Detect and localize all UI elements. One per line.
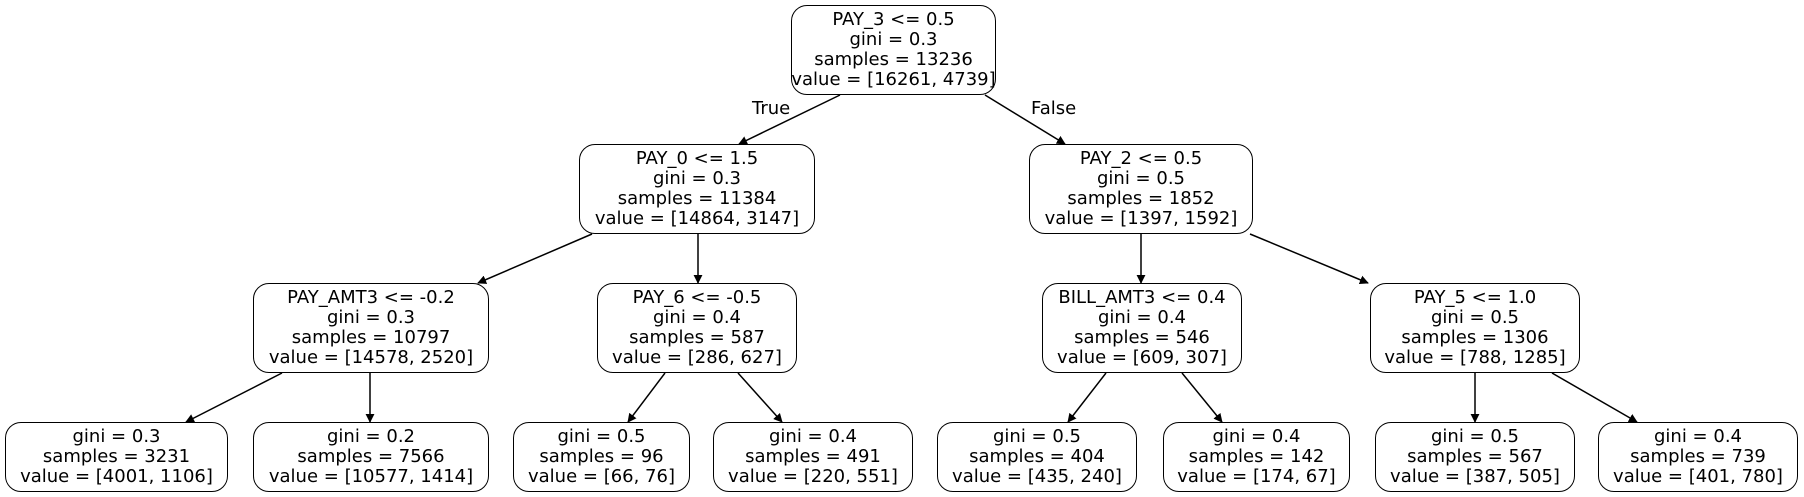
tree-node-n12: gini = 0.4 samples = 142 value = [174, 67]: [1163, 422, 1350, 492]
node-text-line: value = [10577, 1414]: [268, 466, 474, 487]
tree-node-n4: PAY_6 <= -0.5 gini = 0.4 samples = 587 valu…: [597, 283, 797, 373]
node-text-line: samples = 1306: [1401, 327, 1549, 348]
edge-n6-n14: [1551, 372, 1638, 423]
node-text-line: value = [435, 240]: [952, 466, 1122, 487]
tree-node-n7: gini = 0.3 samples = 3231 value = [4001, 1…: [5, 422, 228, 492]
node-text-line: gini = 0.3: [653, 168, 741, 189]
node-text-line: value = [16261, 4739]: [791, 69, 996, 90]
node-text-line: gini = 0.3: [849, 29, 938, 50]
node-text-line: samples = 546: [1074, 327, 1210, 348]
node-text-line: value = [4001, 1106]: [20, 466, 213, 487]
tree-node-n2: PAY_2 <= 0.5 gini = 0.5 samples = 1852 valu…: [1029, 144, 1253, 234]
node-text-line: samples = 10797: [291, 327, 451, 348]
tree-node-n10: gini = 0.4 samples = 491 value = [220, 551…: [713, 422, 913, 492]
tree-node-n5: BILL_AMT3 <= 0.4 gini = 0.4 samples = 546 v…: [1042, 283, 1242, 373]
node-text-line: value = [174, 67]: [1177, 466, 1336, 487]
tree-node-n3: PAY_AMT3 <= -0.2 gini = 0.3 samples = 1079…: [253, 283, 489, 373]
node-text-line: value = [609, 307]: [1057, 347, 1227, 368]
node-text-line: value = [14864, 3147]: [594, 208, 800, 229]
node-text-line: gini = 0.4: [1098, 307, 1186, 328]
node-text-line: gini = 0.5: [557, 426, 646, 447]
node-text-line: value = [1397, 1592]: [1044, 208, 1238, 229]
node-text-line: samples = 7566: [297, 446, 445, 467]
node-text-line: gini = 0.5: [993, 426, 1081, 447]
node-text-line: value = [788, 1285]: [1384, 347, 1566, 368]
tree-node-n1: PAY_0 <= 1.5 gini = 0.3 samples = 11384 val…: [579, 144, 815, 234]
node-text-line: value = [220, 551]: [728, 466, 898, 487]
node-text-line: samples = 404: [969, 446, 1105, 467]
edge-n5-n12: [1181, 372, 1223, 423]
node-text-line: samples = 13236: [814, 49, 973, 70]
node-text-line: samples = 587: [629, 327, 765, 348]
tree-node-n9: gini = 0.5 samples = 96 value = [66, 76]: [513, 422, 690, 492]
edge-n1-n3: [477, 233, 593, 284]
edge-n4-n10: [737, 372, 783, 423]
node-text-line: BILL_AMT3 <= 0.4: [1058, 287, 1226, 308]
node-text-line: gini = 0.5: [1431, 426, 1519, 447]
node-text-line: PAY_0 <= 1.5: [635, 148, 759, 169]
edge-n4-n9: [627, 372, 666, 423]
node-text-line: gini = 0.4: [1212, 426, 1301, 447]
tree-node-n14: gini = 0.4 samples = 739 value = [401, 780…: [1598, 422, 1798, 492]
node-text-line: gini = 0.3: [72, 426, 161, 447]
edge-label-true: True: [752, 98, 791, 119]
node-text-line: samples = 3231: [42, 446, 191, 467]
node-text-line: samples = 96: [539, 446, 664, 467]
node-text-line: samples = 567: [1407, 446, 1543, 467]
node-text-line: samples = 739: [1630, 446, 1766, 467]
edge-n5-n11: [1067, 372, 1107, 423]
node-text-line: samples = 1852: [1067, 188, 1215, 209]
node-text-line: PAY_AMT3 <= -0.2: [287, 287, 455, 308]
node-text-line: gini = 0.5: [1097, 168, 1185, 189]
node-text-line: PAY_6 <= -0.5: [632, 287, 762, 308]
edge-n0-n2: [984, 94, 1066, 145]
node-text-line: value = [387, 505]: [1390, 466, 1560, 487]
tree-node-n11: gini = 0.5 samples = 404 value = [435, 240…: [937, 422, 1137, 492]
node-text-line: gini = 0.4: [653, 307, 741, 328]
tree-node-n13: gini = 0.5 samples = 567 value = [387, 505…: [1375, 422, 1575, 492]
node-text-line: gini = 0.5: [1431, 307, 1519, 328]
node-text-line: gini = 0.3: [327, 307, 415, 328]
node-text-line: value = [286, 627]: [612, 347, 782, 368]
node-text-line: samples = 491: [745, 446, 881, 467]
tree-node-n0: PAY_3 <= 0.5 gini = 0.3 samples = 13236 val…: [791, 5, 996, 95]
node-text-line: value = [401, 780]: [1613, 466, 1783, 487]
node-text-line: samples = 142: [1188, 446, 1325, 467]
node-text-line: value = [66, 76]: [528, 466, 675, 487]
node-text-line: value = [14578, 2520]: [268, 347, 474, 368]
edge-n3-n7: [185, 372, 283, 423]
edge-n2-n6: [1249, 233, 1369, 285]
node-text-line: gini = 0.2: [327, 426, 415, 447]
node-text-line: samples = 11384: [617, 188, 777, 209]
edge-label-false: False: [1031, 98, 1077, 119]
node-text-line: gini = 0.4: [1654, 426, 1742, 447]
node-text-line: PAY_5 <= 1.0: [1413, 287, 1537, 308]
node-text-line: PAY_2 <= 0.5: [1079, 148, 1203, 169]
node-text-line: PAY_3 <= 0.5: [832, 9, 955, 30]
edge-n0-n1: [738, 94, 841, 145]
tree-node-n8: gini = 0.2 samples = 7566 value = [10577, …: [253, 422, 489, 492]
node-text-line: gini = 0.4: [769, 426, 857, 447]
tree-node-n6: PAY_5 <= 1.0 gini = 0.5 samples = 1306 valu…: [1370, 283, 1580, 373]
